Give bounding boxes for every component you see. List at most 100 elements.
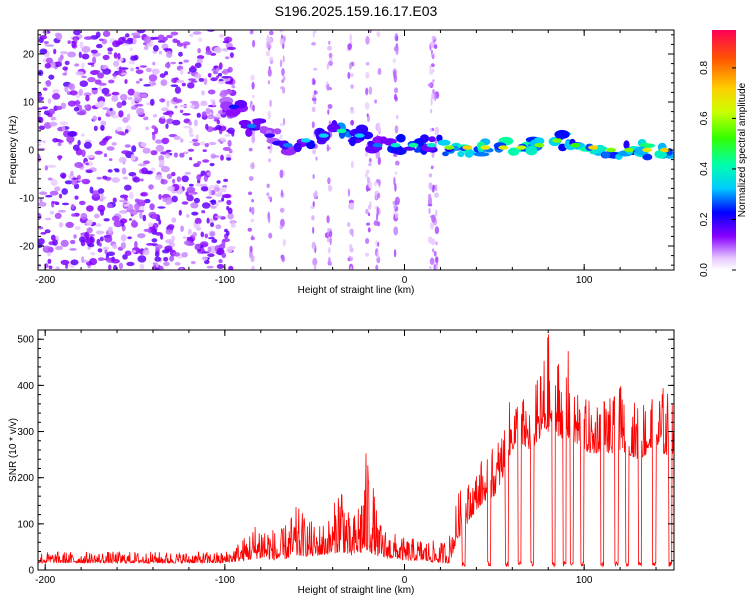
spectrogram-noise-blob	[112, 243, 118, 249]
spectrogram-noise-blob	[111, 177, 121, 183]
spectrogram-streak-blob	[279, 38, 284, 46]
spectrogram-noise-blob	[71, 41, 77, 48]
spectrogram-noise-blob	[225, 56, 230, 60]
spectrogram-noise-blob	[188, 183, 194, 187]
spectrogram-noise-blob	[179, 68, 184, 75]
spectrogram-streak-blob	[281, 79, 285, 83]
spectrogram-noise-blob	[81, 46, 91, 53]
spectrogram-noise-blob	[196, 161, 202, 165]
spectrogram-noise-blob	[119, 218, 128, 224]
spectrogram-noise-blob	[165, 229, 173, 235]
spectrogram-noise-blob	[215, 125, 223, 130]
spectrogram-noise-blob	[142, 147, 151, 154]
spectrogram-noise-blob	[216, 264, 225, 269]
spectrogram-noise-blob	[91, 221, 97, 226]
spectrogram-noise-blob	[134, 241, 138, 249]
spectrogram-streak-blob	[376, 250, 380, 259]
spectrogram-noise-blob	[65, 221, 74, 228]
spectrogram-noise-blob	[139, 263, 145, 270]
spectrogram-noise-blob	[38, 263, 42, 268]
spectrogram-noise-blob	[158, 117, 166, 124]
spectrogram-noise-blob	[67, 40, 71, 44]
spectrogram-noise-blob	[136, 30, 146, 34]
spectrogram-ridge-blob	[361, 131, 374, 140]
spectrogram-ridge-core	[246, 123, 257, 129]
spectrogram-ridge-core	[426, 143, 437, 148]
spectrogram-streak-blob	[375, 240, 378, 247]
spectrogram-streak-blob	[367, 212, 371, 217]
spectrogram-noise-blob	[201, 210, 206, 214]
spectrogram-noise-blob	[61, 202, 70, 206]
spectrogram-y-tick-label: -20	[20, 242, 35, 253]
spectrogram-streak-blob	[250, 236, 255, 241]
spectrogram-noise-blob	[45, 57, 53, 64]
spectrogram-noise-blob	[214, 192, 224, 197]
spectrogram-noise-blob	[187, 82, 195, 89]
spectrogram-noise-blob	[111, 95, 119, 102]
spectrogram-noise-blob	[145, 126, 150, 131]
spectrogram-noise-blob	[145, 67, 152, 73]
spectrogram-noise-blob	[81, 133, 85, 137]
spectrogram-noise-blob	[94, 150, 103, 155]
spectrogram-noise-blob	[131, 32, 141, 37]
spectrogram-noise-blob	[53, 61, 62, 68]
spectrogram-noise-blob	[111, 142, 117, 146]
spectrogram-streak-blob	[248, 191, 253, 196]
spectrogram-noise-blob	[44, 63, 51, 69]
spectrogram-noise-blob	[168, 113, 173, 118]
spectrogram-noise-blob	[108, 158, 113, 161]
spectrogram-noise-blob	[224, 228, 228, 233]
spectrogram-noise-blob	[130, 105, 137, 110]
spectrogram-noise-blob	[164, 153, 171, 159]
spectrogram-noise-blob	[89, 258, 98, 266]
spectrogram-noise-blob	[194, 62, 202, 68]
spectrogram-noise-blob	[163, 256, 169, 262]
spectrogram-ridge-blob	[367, 140, 375, 147]
spectrogram-x-tick-label: 100	[576, 275, 593, 286]
spectrogram-ridge-blob	[306, 141, 316, 150]
spectrogram-streak-blob	[394, 93, 397, 101]
spectrogram-streak-blob	[435, 265, 439, 270]
spectrogram-noise-blob	[161, 107, 169, 112]
spectrogram-streak-blob	[368, 162, 372, 167]
spectrogram-noise-blob	[196, 174, 202, 181]
spectrogram-noise-blob	[75, 71, 84, 76]
spectrogram-y-tick-label: 20	[23, 50, 35, 61]
spectrogram-noise-blob	[143, 116, 149, 121]
spectrogram-noise-blob	[52, 239, 58, 246]
spectrogram-streak-blob	[311, 42, 316, 46]
spectrogram-noise-blob	[111, 115, 119, 119]
spectrogram-noise-blob	[86, 205, 94, 212]
spectrogram-noise-blob	[183, 125, 192, 129]
spectrogram-ridge-core	[264, 133, 275, 138]
spectrogram-noise-blob	[210, 77, 218, 82]
spectrogram-noise-blob	[150, 150, 158, 156]
spectrogram-noise-blob	[186, 214, 190, 218]
colorbar-gradient	[712, 30, 736, 270]
spectrogram-noise-blob	[166, 34, 173, 39]
spectrogram-noise-blob	[151, 82, 157, 86]
spectrogram-noise-blob	[204, 233, 209, 239]
spectrogram-noise-blob	[48, 265, 53, 270]
colorbar-tick-label: 0.8	[699, 61, 710, 75]
spectrogram-noise-blob	[140, 192, 148, 197]
spectrogram-noise-blob	[85, 169, 93, 174]
spectrogram-ridge-core	[552, 138, 563, 143]
spectrogram-ridge-core	[354, 133, 365, 138]
spectrogram-streak-blob	[269, 37, 273, 44]
spectrogram-noise-blob	[195, 134, 200, 140]
spectrogram-x-tick-label: -100	[215, 275, 235, 286]
colorbar-tick-label: 0.6	[699, 111, 710, 125]
spectrogram-ridge-blob	[457, 150, 465, 158]
spectrogram-noise-blob	[85, 162, 90, 166]
spectrogram-streak-blob	[365, 208, 369, 215]
spectrogram-noise-blob	[155, 262, 159, 268]
spectrogram-streak-blob	[251, 206, 255, 215]
spectrogram-noise-blob	[64, 86, 69, 93]
spectrogram-noise-blob	[90, 251, 96, 256]
spectrogram-noise-blob	[165, 201, 171, 205]
spectrogram-noise-blob	[226, 46, 236, 51]
spectrogram-noise-blob	[98, 86, 102, 91]
spectrogram-noise-blob	[213, 65, 219, 69]
spectrogram-noise-blob	[47, 177, 53, 181]
